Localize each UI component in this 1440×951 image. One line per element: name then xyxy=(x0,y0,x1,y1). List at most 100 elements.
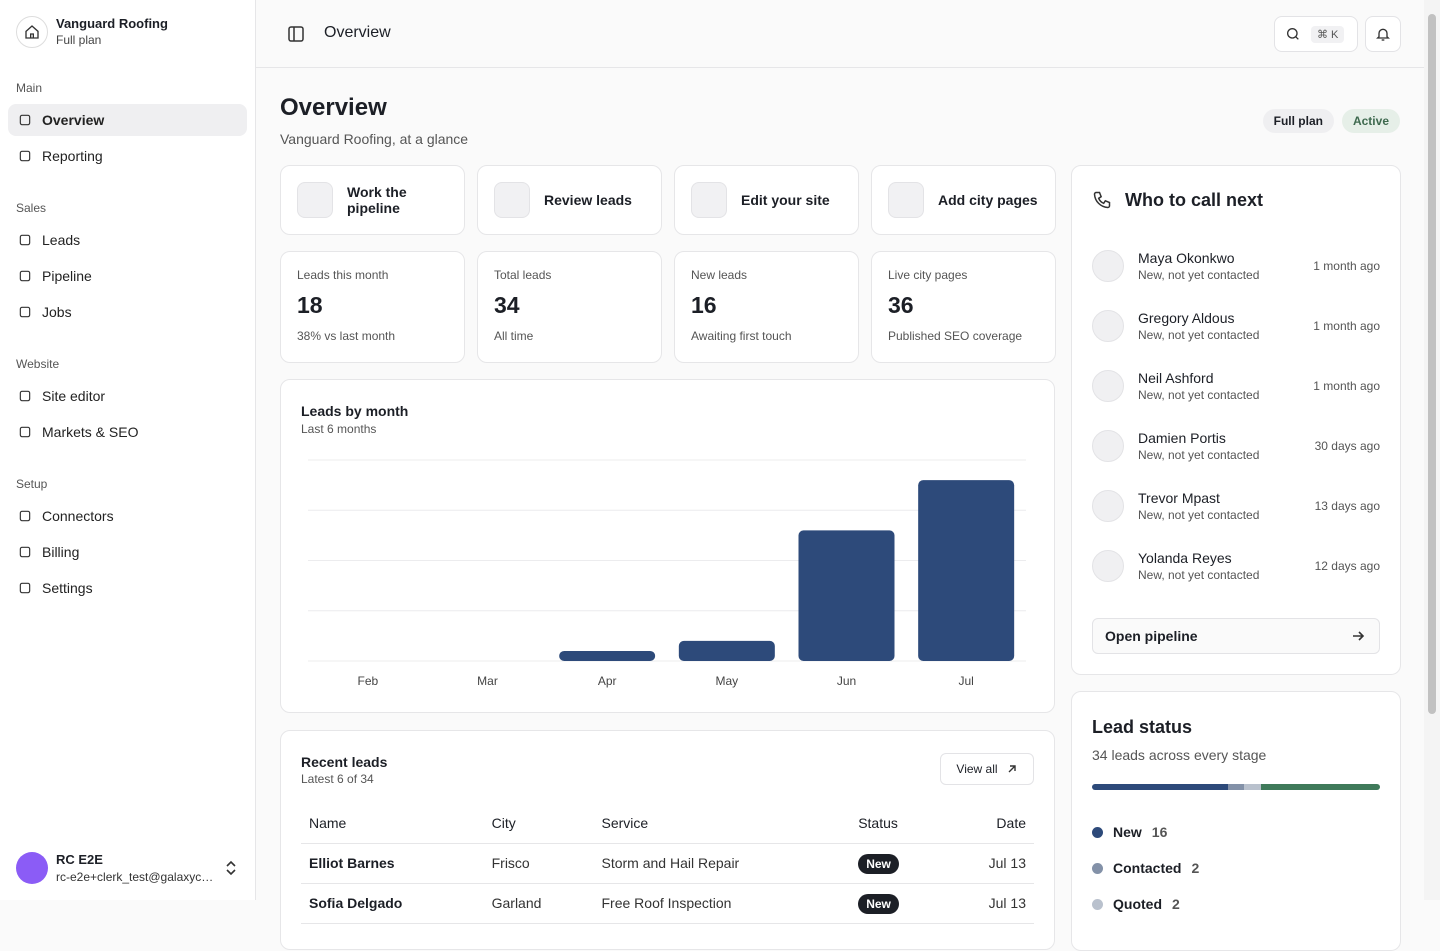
status-segment xyxy=(1261,784,1380,790)
cell: Free Roof Inspection xyxy=(593,883,851,924)
legend-value: 2 xyxy=(1191,860,1200,876)
status-segment xyxy=(1244,784,1262,790)
legend-item: Quoted 2 xyxy=(1092,886,1199,922)
recent-leads: Recent leads Latest 6 of 34 View all Nam… xyxy=(280,730,1055,950)
call-name: Neil Ashford xyxy=(1138,370,1214,386)
call-time: 1 month ago xyxy=(1313,319,1380,333)
user-menu[interactable] xyxy=(224,860,238,876)
x-tick-label: Feb xyxy=(357,674,378,688)
stat-label: Live city pages xyxy=(888,268,968,282)
call-text: Damien Portis New, not yet contacted xyxy=(1138,430,1315,462)
user-name: RC E2E xyxy=(56,852,103,867)
legend-item: New 16 xyxy=(1092,814,1199,850)
scrollbar xyxy=(1424,0,1440,900)
nav-group-label: Main xyxy=(16,81,43,95)
cell: Frisco xyxy=(483,843,594,884)
x-tick-label: May xyxy=(715,674,738,688)
cell: Garland xyxy=(483,883,594,924)
notifications[interactable] xyxy=(1365,16,1401,52)
cell: Sofia Delgado xyxy=(301,883,484,924)
stat-card: Live city pages 36 Published SEO coverage xyxy=(871,251,1056,363)
call-status: New, not yet contacted xyxy=(1138,568,1260,582)
open-pipeline[interactable]: Open pipeline xyxy=(1092,618,1380,654)
call-list: Maya Okonkwo New, not yet contacted 1 mont… xyxy=(1092,236,1380,596)
lead-status: Lead status 34 leads across every stage … xyxy=(1071,691,1401,951)
search[interactable]: ⌘ K xyxy=(1274,16,1358,52)
status-tag: New xyxy=(858,854,899,874)
page-title: Overview xyxy=(280,94,387,121)
chart-title: Leads by month xyxy=(301,403,409,419)
call-time: 12 days ago xyxy=(1314,559,1380,573)
page-subtitle: Vanguard Roofing, at a glance xyxy=(280,131,469,147)
legend-value: 2 xyxy=(1172,896,1180,912)
topbar-title: Overview xyxy=(324,24,391,41)
call-icon xyxy=(1092,370,1124,402)
action-label: Review leads xyxy=(544,192,632,208)
call-item: Gregory Aldous New, not yet contacted 1 mo… xyxy=(1092,296,1380,356)
x-tick-label: Jun xyxy=(837,674,856,688)
call-text: Gregory Aldous New, not yet contacted xyxy=(1138,310,1313,342)
stat-value: 36 xyxy=(888,292,914,318)
stat-label: Total leads xyxy=(494,268,552,282)
stat-card: Leads this month 18 38% vs last month xyxy=(280,251,465,363)
action-card[interactable]: Add city pages xyxy=(871,165,1056,235)
brand-plan: Full plan xyxy=(56,33,102,47)
call-name: Damien Portis xyxy=(1138,430,1226,446)
nav-item[interactable]: Settings xyxy=(8,572,247,604)
stat-value: 16 xyxy=(691,292,717,318)
call-item: Trevor Mpast New, not yet contacted 13 day… xyxy=(1092,476,1380,536)
cell: Jul 13 xyxy=(944,843,1034,884)
nav-item[interactable]: Markets & SEO xyxy=(8,416,247,448)
nav-label: Markets & SEO xyxy=(42,424,139,440)
action-card[interactable]: Review leads xyxy=(477,165,662,235)
nav-group-label: Setup xyxy=(16,477,48,491)
call-icon xyxy=(1092,250,1124,282)
action-label: Work the pipeline xyxy=(347,184,407,216)
nav-group-label: Website xyxy=(16,357,60,371)
sidebar-toggle[interactable] xyxy=(288,26,304,42)
nav-item[interactable]: Overview xyxy=(8,104,247,136)
action-label: Edit your site xyxy=(741,192,830,208)
call-status: New, not yet contacted xyxy=(1138,448,1260,462)
legend-name: New xyxy=(1113,824,1142,840)
stat-note: All time xyxy=(494,329,534,343)
nav-item[interactable]: Jobs xyxy=(8,296,247,328)
call-icon xyxy=(1092,310,1124,342)
call-item: Neil Ashford New, not yet contacted 1 mont… xyxy=(1092,356,1380,416)
badge: Full plan xyxy=(1262,109,1334,133)
nav-label: Leads xyxy=(42,232,81,248)
x-tick-label: Apr xyxy=(598,674,617,688)
cell: New xyxy=(850,883,945,924)
column-header: Service xyxy=(593,803,851,844)
nav-label: Overview xyxy=(42,112,105,128)
nav-label: Jobs xyxy=(42,304,72,320)
chart: Feb Mar Apr May Jun Jul xyxy=(308,459,1026,688)
bar xyxy=(918,480,1015,661)
nav-item[interactable]: Leads xyxy=(8,224,247,256)
badge: Active xyxy=(1341,109,1400,133)
call-icon xyxy=(1092,430,1124,462)
nav-item[interactable]: Pipeline xyxy=(8,260,247,292)
call-text: Trevor Mpast New, not yet contacted xyxy=(1138,490,1315,522)
status-tag: New xyxy=(858,894,899,914)
status-title: Lead status xyxy=(1092,717,1193,737)
action-icon xyxy=(494,182,530,218)
call-name: Maya Okonkwo xyxy=(1138,250,1235,266)
nav-item[interactable]: Reporting xyxy=(8,140,247,172)
stat-value: 34 xyxy=(494,292,520,318)
nav-item[interactable]: Site editor xyxy=(8,380,247,412)
nav-item[interactable]: Billing xyxy=(8,536,247,568)
action-card[interactable]: Edit your site xyxy=(674,165,859,235)
action-card[interactable]: Work the pipeline xyxy=(280,165,465,235)
call-status: New, not yet contacted xyxy=(1138,268,1260,282)
call-name: Yolanda Reyes xyxy=(1138,550,1232,566)
view-all[interactable]: View all xyxy=(940,753,1034,785)
recent-title: Recent leads xyxy=(301,754,388,770)
main: Overview ⌘ K Overview Vanguard Roofing, … xyxy=(256,0,1424,951)
nav-item[interactable]: Connectors xyxy=(8,500,247,532)
cell: New xyxy=(850,843,945,884)
brand-icon xyxy=(16,16,48,48)
nav-label: Site editor xyxy=(42,388,106,404)
nav-group-label: Sales xyxy=(16,201,47,215)
call-status: New, not yet contacted xyxy=(1138,328,1260,342)
